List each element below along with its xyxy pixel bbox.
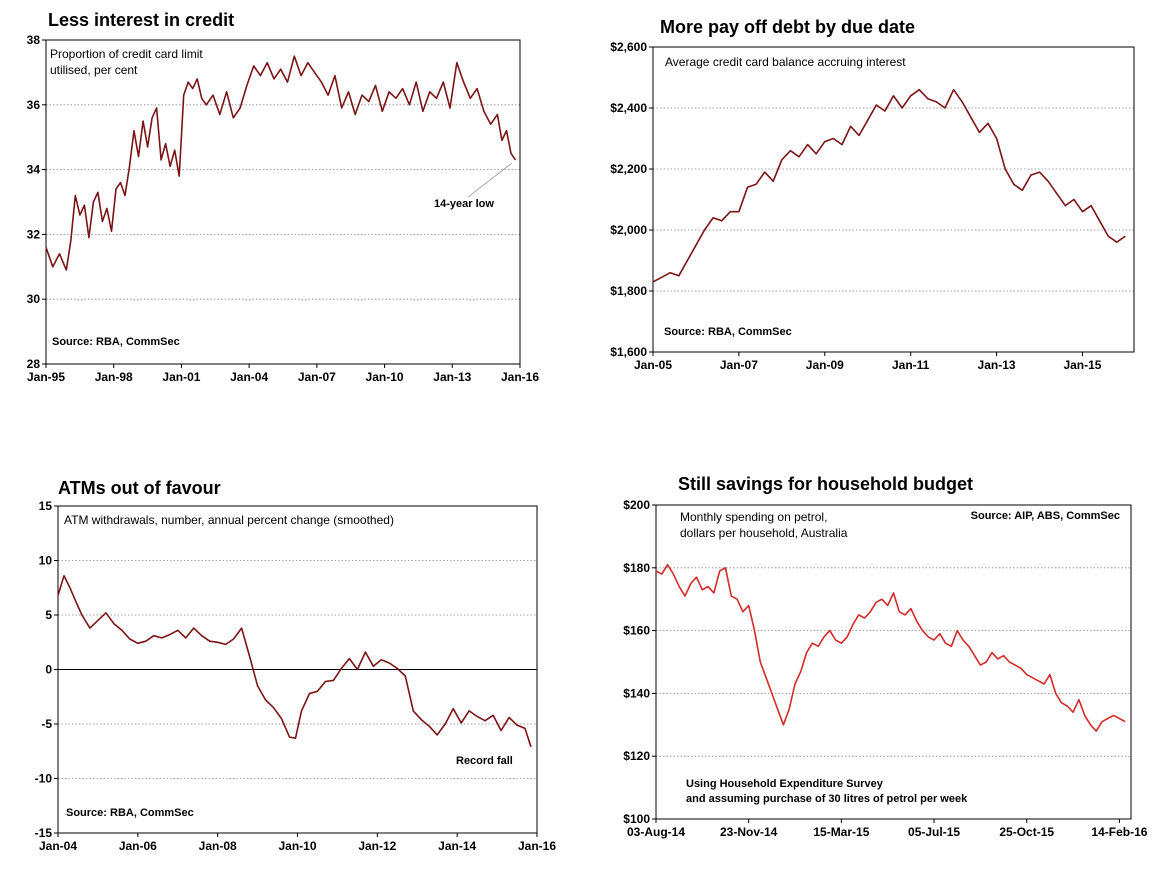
y-tick-label: $1,800 xyxy=(610,284,647,298)
y-tick-label: -15 xyxy=(35,826,53,840)
chart-note: Monthly spending on petrol, xyxy=(680,510,827,524)
chart-petrol-spending: Still savings for household budget $100 $1… xyxy=(590,470,1176,882)
series-line xyxy=(655,563,1126,732)
y-tick-label: -10 xyxy=(35,772,53,786)
x-tick-label: Jan-12 xyxy=(358,839,396,853)
y-tick-label: $2,200 xyxy=(610,162,647,176)
y-tick-label: 38 xyxy=(27,33,41,47)
x-tick-label: Jan-16 xyxy=(501,370,539,384)
x-tick-label: Jan-11 xyxy=(892,358,930,372)
x-tick-label: Jan-09 xyxy=(806,358,844,372)
plot-frame xyxy=(45,39,521,365)
x-tick-label: Jan-04 xyxy=(230,370,268,384)
y-tick-label: $120 xyxy=(623,749,650,763)
x-tick-label: Jan-06 xyxy=(119,839,157,853)
credit-utilisation-svg: Less interest in credit 28 30 32 34 36 38 Jan-9… xyxy=(27,10,540,384)
plot-frame xyxy=(655,504,1132,820)
x-tick-label: Jan-10 xyxy=(366,370,404,384)
x-tick-label: 05-Jul-15 xyxy=(908,825,960,839)
plot-frame xyxy=(652,46,1135,353)
y-tick-label: $160 xyxy=(623,624,650,638)
y-tick-label: 36 xyxy=(27,98,41,112)
x-tick-label: Jan-13 xyxy=(433,370,471,384)
y-tick-label: 10 xyxy=(39,554,53,568)
chart-note: ATM withdrawals, number, annual percent … xyxy=(64,513,394,527)
x-tick-label: Jan-15 xyxy=(1063,358,1101,372)
petrol-spending-svg: Still savings for household budget $100 $1… xyxy=(623,474,1147,839)
y-tick-label: -5 xyxy=(41,717,52,731)
chart-note: Average credit card balance accruing int… xyxy=(665,55,906,69)
x-tick-label: Jan-13 xyxy=(978,358,1016,372)
chart-title: More pay off debt by due date xyxy=(660,17,915,37)
x-tick-label: Jan-14 xyxy=(438,839,476,853)
chart-credit-utilisation: Less interest in credit 28 30 32 34 36 38 Jan-9… xyxy=(0,0,560,440)
y-tick-label: $180 xyxy=(623,561,650,575)
x-tick-label: Jan-05 xyxy=(634,358,672,372)
chart-title: Still savings for household budget xyxy=(678,474,973,494)
x-tick-label: Jan-16 xyxy=(518,839,556,853)
chart-note: Proportion of credit card limit xyxy=(50,47,203,61)
chart-footnote: and assuming purchase of 30 litres of pe… xyxy=(686,793,968,805)
chart-source: Source: RBA, CommSec xyxy=(66,807,194,819)
x-tick-label: Jan-07 xyxy=(720,358,758,372)
series-line xyxy=(57,575,532,748)
chart-source: Source: RBA, CommSec xyxy=(664,326,792,338)
atm-withdrawals-svg: ATMs out of favour -15 -10 -5 0 5 10 15 Jan-04 Ja… xyxy=(35,478,557,853)
x-tick-label: 23-Nov-14 xyxy=(720,825,778,839)
y-tick-label: 34 xyxy=(27,163,41,177)
y-tick-label: $100 xyxy=(623,812,650,826)
x-tick-label: 25-Oct-15 xyxy=(999,825,1054,839)
y-tick-label: 30 xyxy=(27,292,41,306)
y-tick-label: $140 xyxy=(623,686,650,700)
credit-card-balance-svg: More pay off debt by due date $1,600 $1,80… xyxy=(610,17,1135,372)
chart-title: ATMs out of favour xyxy=(58,478,221,498)
chart-annotation: 14-year low xyxy=(434,198,494,210)
y-tick-label: $1,600 xyxy=(610,345,647,359)
chart-annotation: Record fall xyxy=(456,755,513,767)
y-tick-label: 15 xyxy=(39,499,53,513)
x-tick-label: Jan-07 xyxy=(298,370,336,384)
y-tick-label: $2,000 xyxy=(610,223,647,237)
chart-title: Less interest in credit xyxy=(48,10,234,30)
x-tick-label: Jan-98 xyxy=(95,370,133,384)
y-tick-label: $2,400 xyxy=(610,101,647,115)
x-tick-label: 15-Mar-15 xyxy=(813,825,869,839)
y-tick-label: 32 xyxy=(27,227,41,241)
x-tick-label: 03-Aug-14 xyxy=(627,825,685,839)
series-line xyxy=(652,88,1126,283)
series-line xyxy=(45,55,517,271)
chart-credit-card-balance: More pay off debt by due date $1,600 $1,80… xyxy=(590,0,1176,440)
y-tick-label: $200 xyxy=(623,498,650,512)
chart-atm-withdrawals: ATMs out of favour -15 -10 -5 0 5 10 15 Jan-04 Ja… xyxy=(0,470,560,882)
chart-source: Source: RBA, CommSec xyxy=(52,336,180,348)
chart-footnote: Using Household Expenditure Survey xyxy=(686,778,884,790)
x-tick-label: Jan-10 xyxy=(278,839,316,853)
x-tick-label: Jan-95 xyxy=(27,370,65,384)
x-tick-label: Jan-01 xyxy=(162,370,200,384)
chart-source: Source: AIP, ABS, CommSec xyxy=(971,510,1120,522)
chart-note: utilised, per cent xyxy=(50,63,138,77)
y-tick-label: 5 xyxy=(45,608,52,622)
x-tick-label: Jan-04 xyxy=(39,839,77,853)
y-tick-label: 0 xyxy=(45,663,52,677)
chart-note: dollars per household, Australia xyxy=(680,526,848,540)
x-tick-label: 14-Feb-16 xyxy=(1091,825,1147,839)
x-tick-label: Jan-08 xyxy=(199,839,237,853)
annotation-leader-line xyxy=(467,162,513,198)
y-tick-label: 28 xyxy=(27,357,41,371)
y-tick-label: $2,600 xyxy=(610,40,647,54)
